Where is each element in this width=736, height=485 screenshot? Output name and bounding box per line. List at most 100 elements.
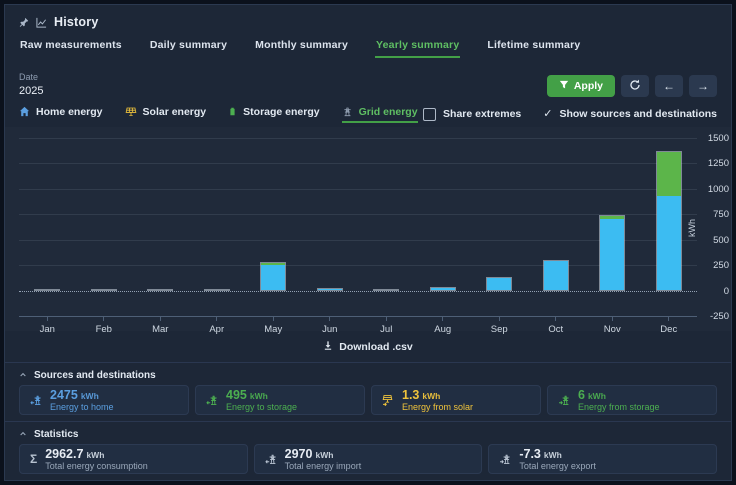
grid-to-home-icon <box>30 394 42 406</box>
storage-segment <box>261 263 286 266</box>
y-tick-label: 500 <box>713 234 729 246</box>
card-value: 2962.7 <box>45 446 84 461</box>
download-icon <box>323 340 333 354</box>
apply-button[interactable]: Apply <box>546 75 615 97</box>
refresh-icon <box>629 79 641 94</box>
source-card-energy-from-solar: 1.3 kWh Energy from solar <box>371 385 541 415</box>
card-unit: kWh <box>315 449 334 460</box>
y-tick-label: 1250 <box>707 158 729 170</box>
card-value-row: 2962.7 kWh <box>45 447 148 461</box>
card-unit: kWh <box>86 449 105 460</box>
legend-chip-solar-energy[interactable]: Solar energy <box>125 106 206 123</box>
statistics-section-header[interactable]: Statistics <box>19 427 717 441</box>
legend-chip-home-energy[interactable]: Home energy <box>19 106 103 123</box>
statistic-card-total-energy-export: -7.3 kWh Total energy export <box>488 444 717 474</box>
x-tick <box>272 317 274 321</box>
bar-aug[interactable] <box>429 286 456 291</box>
x-axis-month-jun: Jun <box>302 317 359 335</box>
legend-label: Grid energy <box>358 105 418 118</box>
y-tick-label: 750 <box>713 209 729 221</box>
y-tick-label: 0 <box>723 285 729 297</box>
sources-section-header[interactable]: Sources and destinations <box>19 368 717 382</box>
share-extremes-option[interactable]: Share extremes <box>423 107 521 121</box>
bar-feb[interactable] <box>90 288 117 291</box>
y-axis-labels: 1500 1250 1000 750 500 250 0 -250 <box>701 133 731 322</box>
card-body: 6 kWh Energy from storage <box>578 388 660 412</box>
bar-jan[interactable] <box>34 288 61 291</box>
card-value: 2475 <box>50 387 78 402</box>
download-csv-button[interactable]: Download .csv <box>317 338 419 356</box>
tab-yearly-summary[interactable]: Yearly summary <box>375 38 461 58</box>
series-legend: Home energy Solar energy Storage energy Gri… <box>19 106 418 123</box>
x-axis-month-jan: Jan <box>19 317 76 335</box>
gridline <box>19 265 697 267</box>
x-tick-label: Nov <box>603 324 621 335</box>
y-tick-label: 250 <box>713 260 729 272</box>
x-axis-month-oct: Oct <box>528 317 585 335</box>
chevron-up-icon[interactable] <box>19 430 27 438</box>
y-tick-label: -250 <box>709 311 729 322</box>
card-value: 495 <box>226 387 247 402</box>
grid-export-icon <box>499 453 511 465</box>
card-label: Energy to storage <box>226 401 298 412</box>
x-axis-month-nov: Nov <box>584 317 641 335</box>
x-tick <box>103 317 105 321</box>
bar-apr[interactable] <box>203 288 230 291</box>
card-body: 1.3 kWh Energy from solar <box>402 388 473 412</box>
card-value: 6 <box>578 387 585 402</box>
bar-mar[interactable] <box>147 288 174 291</box>
tab-monthly-summary[interactable]: Monthly summary <box>254 38 349 58</box>
home-segment <box>656 195 681 290</box>
card-value: -7.3 <box>519 446 541 461</box>
refresh-button[interactable] <box>621 75 649 97</box>
bar-jul[interactable] <box>373 288 400 291</box>
x-axis: Jan Feb Mar Apr May Jun Jul Aug Sep Oct Nov Dec <box>19 316 697 335</box>
bar-nov[interactable] <box>599 214 626 291</box>
gridline <box>19 239 697 241</box>
solar-panel-icon <box>125 106 137 117</box>
zero-gridline <box>19 290 697 292</box>
legend-chip-grid-energy[interactable]: Grid energy <box>341 105 418 123</box>
tab-raw-measurements[interactable]: Raw measurements <box>19 38 123 58</box>
grid-import-icon <box>264 453 277 465</box>
tab-lifetime-summary[interactable]: Lifetime summary <box>486 38 581 58</box>
bar-sep[interactable] <box>486 276 513 291</box>
x-tick <box>46 317 48 321</box>
source-card-energy-to-storage: 495 kWh Energy to storage <box>195 385 365 415</box>
card-value-row: -7.3 kWh <box>519 447 596 461</box>
checkmark-icon[interactable]: ✓ <box>543 107 553 120</box>
card-label: Total energy export <box>519 460 596 471</box>
card-value: 1.3 <box>402 387 420 402</box>
x-axis-month-apr: Apr <box>189 317 246 335</box>
home-segment <box>487 277 512 290</box>
next-period-button[interactable]: → <box>689 75 717 97</box>
battery-icon <box>228 106 237 117</box>
tab-daily-summary[interactable]: Daily summary <box>149 38 228 58</box>
pin-icon[interactable] <box>19 17 29 27</box>
card-body: 2475 kWh Energy to home <box>50 388 114 412</box>
x-axis-month-sep: Sep <box>471 317 528 335</box>
x-tick <box>159 317 161 321</box>
gridline <box>19 214 697 216</box>
bar-oct[interactable] <box>542 259 569 291</box>
bar-may[interactable] <box>260 262 287 291</box>
legend-chip-storage-energy[interactable]: Storage energy <box>228 106 320 123</box>
x-tick-label: Sep <box>490 324 508 335</box>
checkbox-unchecked-icon[interactable] <box>423 107 437 121</box>
date-field[interactable]: Date 2025 <box>19 72 43 97</box>
chevron-up-icon[interactable] <box>19 371 27 379</box>
x-axis-month-dec: Dec <box>641 317 698 335</box>
bar-dec[interactable] <box>655 150 682 291</box>
show-sources-option[interactable]: ✓ Show sources and destinations <box>543 108 717 120</box>
bar-jun[interactable] <box>316 287 343 291</box>
home-segment <box>430 287 455 290</box>
x-tick-label: Aug <box>434 324 452 335</box>
y-tick-label: 1500 <box>707 133 729 144</box>
solar-to-grid-icon <box>382 394 394 406</box>
date-value[interactable]: 2025 <box>19 85 44 97</box>
chart-options: Share extremes ✓ Show sources and destin… <box>423 107 717 121</box>
x-tick <box>668 317 670 321</box>
home-segment <box>543 260 568 290</box>
prev-period-button[interactable]: ← <box>655 75 683 97</box>
statistic-card-total-energy-import: 2970 kWh Total energy import <box>253 444 483 474</box>
